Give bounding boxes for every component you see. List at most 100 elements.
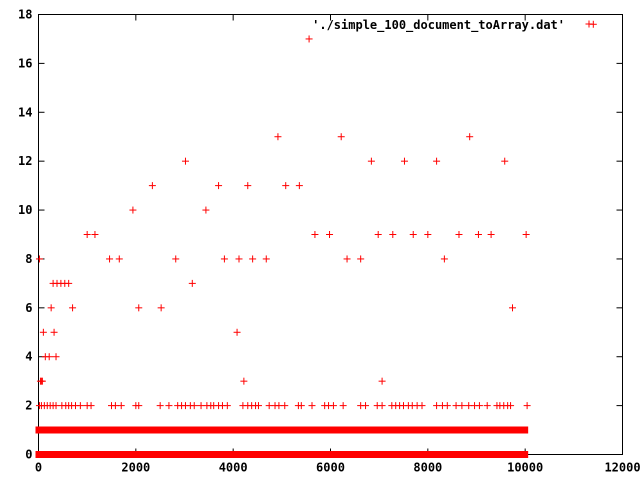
y-tick-label: 10: [18, 203, 32, 217]
data-point: [157, 304, 165, 312]
data-point: [474, 231, 482, 238]
y-tick-label: 18: [18, 8, 32, 22]
x-tick-label: 12000: [604, 461, 640, 475]
data-point: [443, 402, 451, 410]
data-point: [69, 304, 77, 312]
data-point: [235, 255, 243, 263]
y-tick-label: 8: [25, 252, 32, 266]
data-point: [129, 206, 137, 214]
data-point: [202, 206, 210, 214]
data-point: [343, 255, 351, 263]
data-point: [455, 231, 463, 238]
data-point: [91, 231, 99, 238]
data-point: [357, 255, 365, 263]
data-point: [197, 402, 205, 410]
data-point: [106, 255, 114, 263]
legend-marker: [585, 20, 593, 28]
data-point: [111, 402, 119, 410]
data-point: [326, 231, 334, 238]
data-point: [308, 402, 316, 410]
legend-marker-plus: [585, 20, 593, 28]
data-point: [400, 157, 408, 165]
data-point: [509, 304, 517, 312]
data-point: [275, 402, 283, 410]
y-tick-label: 4: [25, 350, 32, 364]
data-point: [362, 402, 370, 410]
data-point: [262, 255, 270, 263]
data-point: [135, 304, 143, 312]
data-point: [47, 304, 55, 312]
legend: './simple_100_document_toArray.dat': [312, 18, 593, 33]
data-point: [465, 402, 473, 410]
data-point: [35, 255, 43, 263]
data-point: [367, 157, 375, 165]
data-point: [433, 157, 441, 165]
data-point: [148, 182, 156, 190]
y-tick-label: 16: [18, 56, 32, 70]
data-point: [458, 402, 466, 410]
data-point: [282, 182, 290, 190]
data-point: [249, 255, 257, 263]
axis-ticks: 0 2000 4000 6000 8000 10000 12000 0 2 4 6 8 10 12 14 16…: [18, 8, 640, 475]
data-point: [181, 157, 189, 165]
data-point: [487, 231, 495, 238]
data-point: [244, 182, 252, 190]
data-point: [339, 402, 347, 410]
data-point: [378, 377, 386, 385]
data-point: [378, 402, 386, 410]
data-point: [188, 279, 196, 287]
data-points: [35, 20, 597, 410]
data-point: [172, 255, 180, 263]
data-point: [466, 133, 474, 141]
y-tick-label: 6: [25, 301, 32, 315]
data-point: [117, 402, 125, 410]
data-point: [45, 353, 53, 361]
data-point: [440, 255, 448, 263]
data-point: [65, 279, 73, 287]
data-point: [52, 353, 60, 361]
data-point: [39, 328, 47, 336]
data-point: [418, 402, 426, 410]
data-point: [156, 402, 164, 410]
data-point: [274, 133, 282, 141]
x-tick-label: 4000: [219, 461, 248, 475]
data-point: [83, 231, 91, 238]
data-point: [424, 231, 432, 238]
data-point: [220, 255, 228, 263]
x-tick-label: 0: [35, 461, 42, 475]
data-point: [295, 182, 303, 190]
data-point: [452, 402, 460, 410]
x-tick-label: 2000: [121, 461, 150, 475]
data-point: [265, 402, 273, 410]
data-point: [190, 402, 198, 410]
data-point: [329, 402, 337, 410]
data-point: [52, 402, 60, 410]
data-point: [223, 402, 231, 410]
data-point: [311, 231, 319, 238]
legend-label: './simple_100_document_toArray.dat': [312, 18, 565, 33]
data-point: [305, 35, 313, 43]
data-point: [433, 402, 441, 410]
data-point: [507, 402, 515, 410]
y-tick-label: 2: [25, 399, 32, 413]
data-point: [87, 402, 95, 410]
y-tick-label: 14: [18, 105, 32, 119]
data-point: [374, 231, 382, 238]
data-point: [215, 182, 223, 190]
data-point: [38, 377, 46, 385]
dense-bands: [35, 426, 529, 458]
data-point: [501, 157, 509, 165]
data-point: [409, 231, 417, 238]
data-point: [254, 402, 262, 410]
x-tick-label: 8000: [413, 461, 442, 475]
data-point: [240, 377, 248, 385]
data-point: [135, 402, 143, 410]
data-point: [297, 402, 305, 410]
y-tick-label: 0: [25, 448, 32, 462]
data-point: [233, 328, 241, 336]
data-point: [389, 231, 397, 238]
y-tick-label: 12: [18, 154, 32, 168]
data-point: [50, 328, 58, 336]
data-point: [165, 402, 173, 410]
